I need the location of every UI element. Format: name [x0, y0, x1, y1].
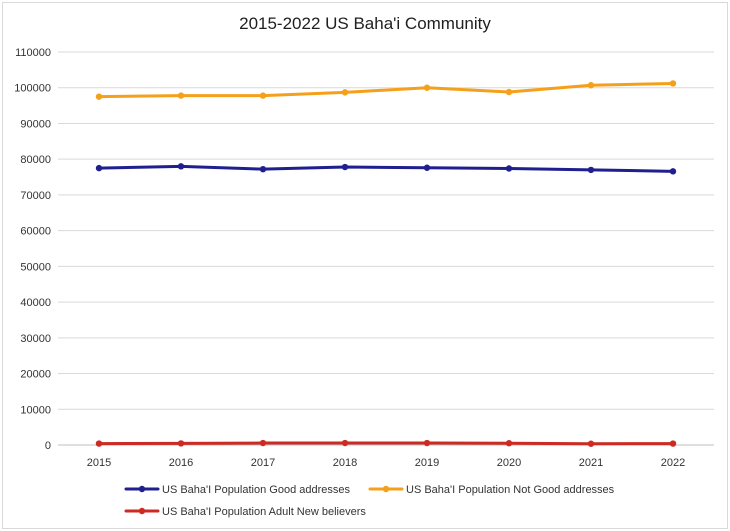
series-line — [97, 81, 675, 99]
y-tick-label: 60000 — [20, 226, 51, 238]
data-point — [95, 93, 103, 100]
y-tick-label: 100000 — [14, 83, 51, 95]
x-tick-label: 2016 — [169, 457, 193, 469]
data-point — [95, 440, 103, 447]
legend-label: US Baha'I Population Adult New believers — [162, 506, 366, 518]
x-tick-label: 2020 — [497, 457, 521, 469]
y-tick-label: 80000 — [20, 154, 51, 166]
data-point — [177, 92, 185, 99]
data-point — [341, 89, 349, 96]
y-tick-label: 40000 — [20, 297, 51, 309]
y-tick-label: 30000 — [20, 333, 51, 345]
legend-label: US Baha'I Population Not Good addresses — [406, 484, 615, 496]
x-tick-label: 2018 — [333, 457, 357, 469]
y-tick-label: 20000 — [20, 369, 51, 381]
legend: US Baha'I Population Good addresses US Ba… — [124, 484, 615, 518]
legend-label: US Baha'I Population Good addresses — [162, 484, 350, 496]
x-tick-label: 2021 — [579, 457, 603, 469]
data-point — [423, 164, 431, 171]
y-tick-label: 70000 — [20, 190, 51, 202]
data-point — [587, 440, 595, 447]
data-point — [177, 440, 185, 447]
x-tick-label: 2022 — [661, 457, 685, 469]
y-axis-tick-labels: 0 10000 20000 30000 40000 50000 60000 70000 8000… — [14, 47, 51, 452]
series-group — [95, 80, 677, 447]
series-line — [97, 441, 675, 446]
gridlines — [58, 51, 714, 446]
data-point — [341, 163, 349, 171]
legend-marker — [138, 485, 146, 493]
data-point — [177, 163, 185, 170]
series-line — [97, 164, 675, 173]
y-tick-label: 90000 — [20, 118, 51, 130]
data-point — [259, 165, 267, 173]
y-tick-label: 0 — [45, 440, 51, 452]
data-point — [505, 165, 513, 172]
data-point — [587, 82, 595, 89]
data-point — [341, 439, 349, 447]
data-point — [423, 84, 431, 91]
chart-title: 2015-2022 US Baha'i Community — [239, 14, 491, 33]
legend-marker — [138, 507, 146, 515]
x-axis-tick-labels: 2015 2016 2017 2018 2019 2020 2021 2022 — [87, 457, 685, 469]
data-point — [505, 440, 513, 447]
data-point — [587, 166, 595, 174]
data-point — [423, 439, 431, 447]
data-point — [259, 439, 267, 447]
data-point — [669, 80, 677, 87]
y-tick-label: 110000 — [15, 47, 51, 59]
y-tick-label: 50000 — [20, 261, 51, 273]
data-point — [669, 440, 677, 447]
x-tick-label: 2015 — [87, 457, 111, 469]
x-tick-label: 2019 — [415, 457, 439, 469]
data-point — [95, 164, 103, 172]
data-point — [259, 92, 267, 99]
data-point — [505, 88, 513, 96]
y-tick-label: 10000 — [20, 404, 51, 416]
legend-marker — [382, 485, 390, 493]
x-tick-label: 2017 — [251, 457, 275, 469]
data-point — [669, 168, 677, 175]
